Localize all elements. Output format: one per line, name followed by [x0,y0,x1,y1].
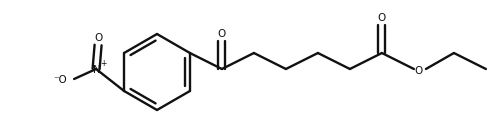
Text: O: O [94,33,102,43]
Text: +: + [100,59,106,68]
Text: N: N [93,65,101,75]
Text: ⁻O: ⁻O [53,75,67,85]
Text: O: O [378,13,386,23]
Text: O: O [218,29,226,39]
Text: O: O [415,66,423,76]
